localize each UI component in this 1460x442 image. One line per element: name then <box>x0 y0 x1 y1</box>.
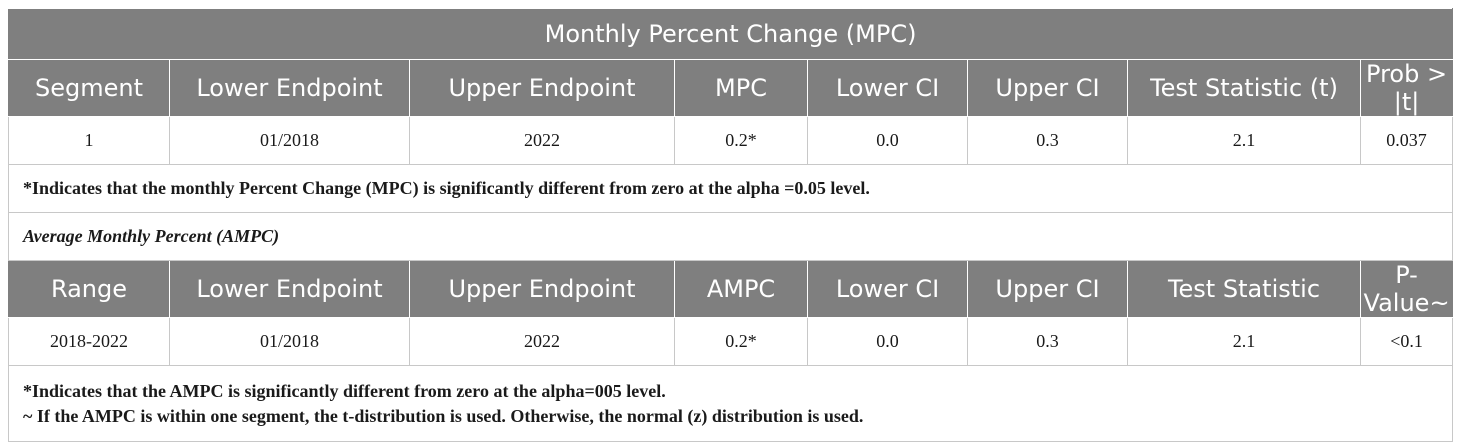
table-cell: 0.037 <box>1359 116 1454 165</box>
table-cell: 1 <box>8 116 170 165</box>
column-header: MPC <box>674 59 808 117</box>
mpc-data-row: 1 01/2018 2022 0.2* 0.0 0.3 2.1 0.037 <box>8 116 1454 165</box>
column-header: Lower CI <box>807 260 968 318</box>
ampc-section-title: Average Monthly Percent (AMPC) <box>7 212 1454 261</box>
table-cell: 2022 <box>409 116 675 165</box>
column-header: Upper CI <box>967 260 1128 318</box>
table-cell: 2.1 <box>1127 116 1361 165</box>
column-header: Upper Endpoint <box>409 260 675 318</box>
table-cell: 2022 <box>409 317 675 366</box>
column-header: Lower Endpoint <box>169 260 410 318</box>
results-table: Monthly Percent Change (MPC) Segment Low… <box>7 8 1454 442</box>
column-header: P-Value~ <box>1359 260 1454 318</box>
column-header: Segment <box>8 59 170 117</box>
results-table-container: Monthly Percent Change (MPC) Segment Low… <box>7 8 1454 442</box>
ampc-header-row: Range Lower Endpoint Upper Endpoint AMPC… <box>8 260 1454 318</box>
column-header: Upper Endpoint <box>409 59 675 117</box>
column-header: Prob > |t| <box>1359 59 1454 117</box>
column-header: AMPC <box>674 260 808 318</box>
table-cell: 0.0 <box>807 317 968 366</box>
ampc-footnote: *Indicates that the AMPC is significantl… <box>7 365 1454 442</box>
table-cell: 01/2018 <box>169 317 410 366</box>
ampc-data-row: 2018-2022 01/2018 2022 0.2* 0.0 0.3 2.1 … <box>8 317 1454 366</box>
column-header: Test Statistic (t) <box>1127 59 1361 117</box>
mpc-header-row: Segment Lower Endpoint Upper Endpoint MP… <box>8 59 1454 117</box>
table-cell: <0.1 <box>1359 317 1454 366</box>
ampc-footnote-line-1: *Indicates that the AMPC is significantl… <box>23 380 666 401</box>
table-cell: 0.0 <box>807 116 968 165</box>
table-cell: 2.1 <box>1127 317 1361 366</box>
mpc-table-title: Monthly Percent Change (MPC) <box>7 8 1454 60</box>
table-cell: 2018-2022 <box>8 317 170 366</box>
column-header: Lower CI <box>807 59 968 117</box>
column-header: Lower Endpoint <box>169 59 410 117</box>
table-cell: 0.2* <box>674 116 808 165</box>
column-header: Upper CI <box>967 59 1128 117</box>
column-header: Range <box>8 260 170 318</box>
table-cell: 0.3 <box>967 317 1128 366</box>
table-cell: 0.3 <box>967 116 1128 165</box>
table-cell: 0.2* <box>674 317 808 366</box>
mpc-footnote: *Indicates that the monthly Percent Chan… <box>7 164 1454 213</box>
ampc-footnote-line-2: ~ If the AMPC is within one segment, the… <box>23 405 864 426</box>
column-header: Test Statistic <box>1127 260 1361 318</box>
table-cell: 01/2018 <box>169 116 410 165</box>
